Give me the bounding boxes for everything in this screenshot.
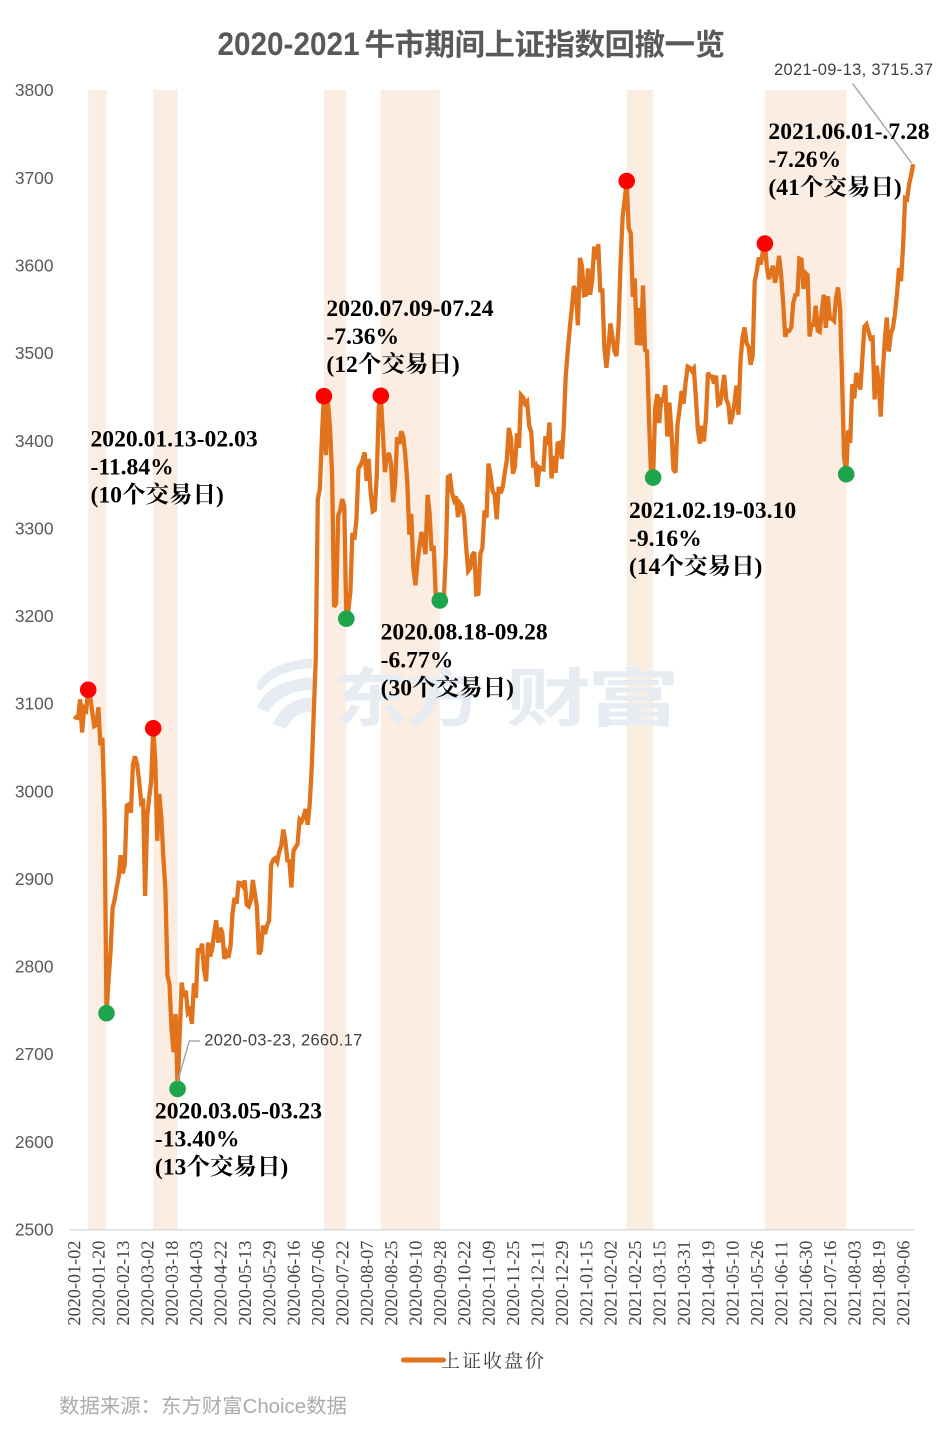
svg-text:2021.06.01-.7.28: 2021.06.01-.7.28 (768, 119, 929, 145)
svg-text:2020.03.05-03.23: 2020.03.05-03.23 (155, 1099, 322, 1125)
svg-text:2700: 2700 (15, 1044, 54, 1064)
svg-text:2900: 2900 (15, 869, 54, 889)
svg-text:3500: 3500 (15, 343, 54, 363)
svg-text:-13.40%: -13.40% (155, 1127, 240, 1153)
svg-text:2020.08.18-09.28: 2020.08.18-09.28 (381, 620, 548, 646)
svg-text:2020.01.13-02.03: 2020.01.13-02.03 (91, 427, 258, 453)
svg-text:3600: 3600 (15, 256, 54, 276)
svg-text:(41: (41 (768, 175, 799, 201)
svg-text:): ) (894, 175, 902, 201)
svg-text:Choice: Choice (243, 1396, 306, 1418)
svg-text:3000: 3000 (15, 781, 54, 801)
svg-text:(12: (12 (326, 352, 357, 378)
svg-text:-7.36%: -7.36% (326, 324, 399, 350)
svg-text:2500: 2500 (15, 1220, 54, 1240)
svg-text:-7.26%: -7.26% (768, 147, 841, 173)
svg-text:): ) (755, 554, 763, 580)
svg-text:2020-2021: 2020-2021 (218, 26, 360, 62)
svg-text:-9.16%: -9.16% (629, 526, 702, 552)
svg-text:2021-09-13, 3715.37: 2021-09-13, 3715.37 (774, 61, 933, 79)
svg-text:2800: 2800 (15, 957, 54, 977)
svg-text:3100: 3100 (15, 694, 54, 714)
svg-text:(13: (13 (155, 1155, 186, 1181)
svg-text:3700: 3700 (15, 168, 54, 188)
svg-text:2021.02.19-03.10: 2021.02.19-03.10 (629, 498, 796, 524)
svg-text:(10: (10 (91, 483, 122, 509)
svg-text:2020-03-23, 2660.17: 2020-03-23, 2660.17 (204, 1031, 362, 1049)
svg-text:3400: 3400 (15, 431, 54, 451)
svg-text:2600: 2600 (15, 1132, 54, 1152)
svg-text:): ) (216, 483, 224, 509)
svg-text:(14: (14 (629, 554, 661, 580)
svg-text:-6.77%: -6.77% (381, 648, 454, 674)
svg-text:): ) (280, 1155, 288, 1181)
svg-text:): ) (506, 676, 514, 702)
svg-text:): ) (452, 352, 460, 378)
svg-text:-11.84%: -11.84% (91, 455, 174, 481)
svg-text:(30: (30 (381, 676, 412, 702)
svg-text:2020.07.09-07.24: 2020.07.09-07.24 (326, 296, 493, 322)
svg-text:3800: 3800 (15, 80, 54, 100)
svg-text:3200: 3200 (15, 606, 54, 626)
svg-text:3300: 3300 (15, 518, 54, 538)
